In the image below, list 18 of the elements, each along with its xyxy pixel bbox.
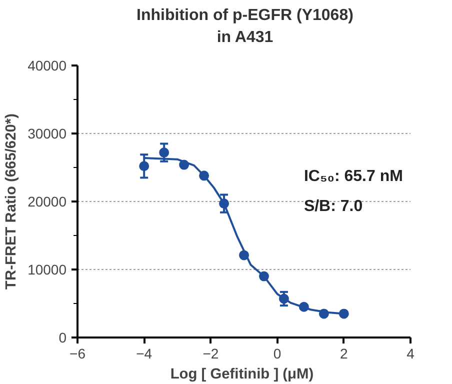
x-tick-label: −2 (202, 345, 219, 362)
annotation: IC₅₀: 65.7 nM (304, 168, 403, 185)
y-tick-label: 40000 (28, 57, 67, 74)
y-tick-label: 10000 (28, 261, 67, 278)
annotation: S/B: 7.0 (304, 198, 363, 215)
y-tick-label: 30000 (28, 125, 67, 142)
point (139, 160, 150, 171)
x-axis-title: Log [ Gefitinib ] (μM) (170, 366, 314, 382)
x-tick-label: −4 (136, 345, 152, 362)
chart-title: Inhibition of p-EGFR (Y1068) in A431 (136, 6, 354, 48)
y-axis-title: TR-FRET Ratio (665/620*) (4, 113, 20, 290)
x-tick-label: −6 (70, 345, 86, 362)
y-tick-label: 20000 (28, 193, 67, 210)
point (159, 147, 170, 158)
y-tick-label: 0 (58, 329, 67, 346)
x-tick-label: 0 (273, 345, 282, 362)
x-tick-label: 2 (340, 345, 348, 362)
x-tick-label: 4 (406, 345, 415, 362)
